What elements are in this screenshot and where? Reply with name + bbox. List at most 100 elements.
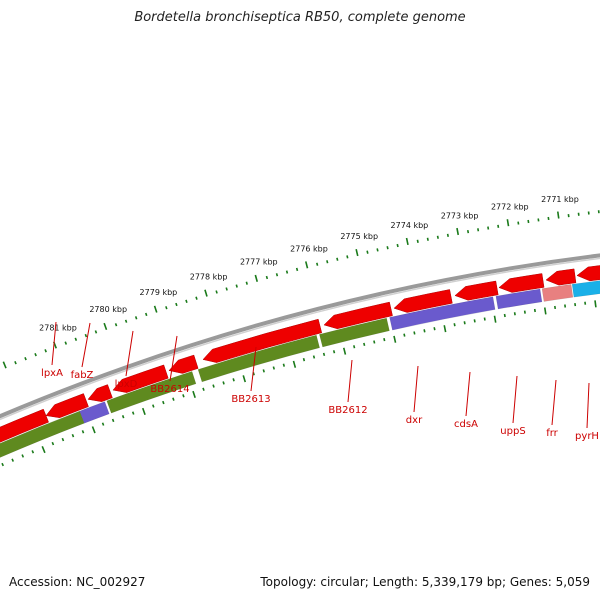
cds-feature-1 [0,410,85,458]
inner-tick-37 [363,342,366,346]
forward-gene-12 [576,265,600,282]
outer-tick-2 [24,356,27,361]
inner-tick-19 [182,394,185,398]
inner-tick-ring [1,300,597,467]
outer-tick-ring [2,210,600,369]
inner-tick-22 [212,384,215,388]
inner-tick-51 [503,313,506,318]
gene-label: BB2614 [150,384,189,395]
inner-tick-35 [342,347,347,355]
kbp-label: 2774 kbp [391,221,429,230]
inner-tick-44 [433,327,436,331]
kbp-label: 2771 kbp [541,195,579,204]
inner-tick-2 [11,458,15,462]
inner-tick-4 [31,450,35,454]
inner-tick-32 [312,355,316,359]
outer-tick-8 [84,333,88,338]
kbp-label: 2781 kbp [39,324,77,333]
inner-tick-40 [393,335,397,343]
inner-tick-21 [202,387,205,391]
gene-label: BB2613 [231,394,270,405]
backbone-inner [0,257,600,421]
outer-tick-29 [295,267,299,272]
leader-line-uppS [512,375,518,424]
kbp-label: 2777 kbp [240,258,278,267]
outer-tick-24 [245,281,248,285]
inner-tick-49 [483,317,486,321]
inner-tick-33 [322,352,326,357]
kbp-label: 2775 kbp [340,232,378,241]
inner-tick-31 [302,358,306,362]
leader-line-cdsA [465,371,471,417]
outer-tick-31 [316,262,319,266]
inner-tick-38 [373,340,376,344]
leader-line-dxr [413,365,419,413]
outer-tick-16 [165,306,168,310]
backbone [0,253,600,421]
inner-tick-45 [443,325,447,333]
gene-label: lpxD [115,379,138,390]
forward-strand-features [0,265,600,443]
inner-tick-29 [282,363,286,367]
kbp-labels: 2781 kbp 2780 kbp 2779 kbp 2778 kbp 2777 kbp… [39,195,579,332]
cds-feature-6 [319,317,390,348]
outer-tick-46 [466,229,470,234]
outer-tick-26 [265,275,269,280]
outer-tick-35 [355,248,359,257]
gene-label: pyrH [575,431,599,442]
forward-gene-11 [545,268,577,286]
inner-tick-55 [543,307,547,315]
outer-tick-44 [446,233,449,237]
inner-tick-13 [121,415,125,419]
kbp-label: 2772 kbp [491,203,529,212]
forward-gene-7 [323,301,393,330]
inner-tick-24 [232,378,235,382]
outer-tick-33 [336,257,339,261]
leader-line-BB2612 [347,359,353,403]
inner-tick-50 [493,315,497,323]
outer-tick-42 [426,237,429,241]
outer-tick-38 [386,246,389,250]
outer-tick-48 [487,226,490,230]
outer-tick-17 [175,302,178,307]
leader-line-frr [551,379,557,426]
outer-tick-20 [204,289,208,297]
inner-tick-27 [262,369,265,373]
inner-tick-7 [61,437,65,442]
outer-tick-41 [416,239,419,243]
inner-tick-6 [51,441,55,446]
outer-tick-14 [144,312,148,317]
topology-text: Topology: circular; Length: 5,339,179 bp… [260,575,590,589]
kbp-label: 2778 kbp [190,272,228,281]
gene-label: dxr [406,415,423,426]
kbp-label: 2773 kbp [441,211,479,220]
outer-tick-9 [94,330,98,334]
outer-tick-15 [153,305,158,313]
forward-gene-2 [45,393,89,419]
inner-tick-15 [141,407,146,415]
forward-gene-4 [112,364,169,393]
inner-tick-60 [594,300,597,308]
inner-tick-8 [71,433,75,438]
outer-tick-13 [134,316,138,320]
leader-line-pyrH [586,382,590,429]
leader-line-BB2613 [250,346,257,392]
forward-gene-9 [454,280,499,301]
leader-line-lpxA [51,321,57,366]
forward-gene-3 [87,384,113,402]
backbone-outer [0,253,600,419]
inner-tick-14 [131,411,135,415]
cds-feature-4 [162,371,197,394]
inner-tick-20 [192,390,196,398]
outer-tick-23 [235,284,238,288]
gene-label: cdsA [454,419,478,430]
gene-labels: lpxA fabZ lpxD BB2614 BB2613 BB2612 dxr cdsA upp… [41,368,599,442]
outer-tick-43 [436,235,439,239]
inner-tick-42 [413,331,416,335]
gene-leader-lines [51,321,590,429]
cds-feature-8 [495,288,543,310]
cds-feature-5 [197,334,320,383]
leader-line-lpxD [125,330,134,377]
outer-tick-32 [326,260,329,264]
